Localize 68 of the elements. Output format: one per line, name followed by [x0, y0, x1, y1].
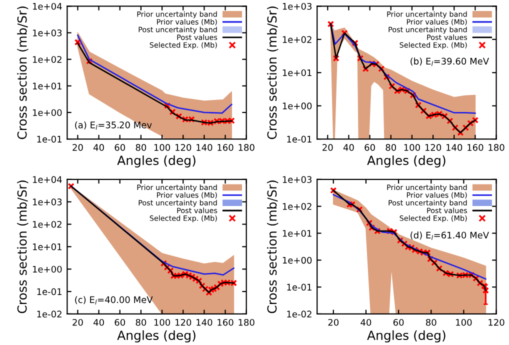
x-tick-label: 20 [322, 144, 333, 151]
y-tick-label: 1e+00 [282, 102, 312, 110]
y-tick-label: 1e-02 [37, 310, 62, 318]
y-tick-label: 1e-01 [37, 288, 62, 296]
y-tick-label: 1e+01 [282, 230, 312, 237]
x-tick-label: 160 [468, 144, 484, 151]
x-tick-label: 140 [446, 144, 462, 151]
annotation: (d) E$_{l}$=61.40 MeV [410, 232, 490, 240]
x-tick-label: 20 [328, 318, 339, 326]
x-tick-label: 80 [136, 144, 146, 151]
x-axis-title: Angles (deg) [117, 155, 196, 168]
x-tick-label: 80 [136, 318, 146, 326]
x-tick-label: 60 [393, 318, 404, 326]
x-tick-label: 100 [456, 318, 472, 326]
x-tick-label: 120 [175, 318, 192, 326]
x-tick-label: 120 [175, 144, 192, 151]
x-tick-label: 100 [154, 144, 170, 151]
y-tick-label: 1e+04 [32, 2, 62, 10]
annotation: (b) E$_{l}$=39.60 MeV [410, 58, 490, 66]
y-tick-label: 1e+03 [32, 30, 62, 36]
x-tick-label: 80 [426, 318, 436, 326]
y-tick-label: 1e+03 [282, 2, 312, 10]
x-tick-label: 80 [386, 144, 396, 151]
x-tick-label: 140 [196, 318, 212, 326]
x-axis-title: Angles (deg) [117, 330, 196, 342]
x-tick-label: 40 [94, 318, 104, 326]
x-tick-label: 60 [114, 318, 126, 326]
x-tick-label: 20 [72, 318, 83, 326]
y-tick-label: 1e+00 [32, 266, 62, 273]
y-tick-label: 1e+00 [282, 256, 312, 264]
y-tick-label: 1e-02 [287, 310, 312, 318]
x-axis-title: Angles (deg) [367, 330, 446, 342]
x-tick-label: 100 [154, 318, 170, 326]
x-tick-label: 100 [404, 144, 420, 151]
x-tick-label: 120 [425, 144, 442, 151]
y-tick-label: 1e+04 [32, 176, 62, 183]
y-tick-label: 1e+02 [282, 36, 312, 43]
x-tick-label: 60 [364, 144, 375, 151]
y-tick-label: 1e+03 [282, 176, 312, 183]
y-tick-label: 1e-01 [37, 136, 62, 143]
x-tick-label: 40 [343, 144, 354, 151]
annotation: (c) E$_{l}$=40.00 MeV [75, 296, 153, 304]
y-tick-label: 1e+01 [32, 82, 62, 90]
y-axis-title: Cross section (mb/Sr) [267, 6, 278, 140]
x-tick-label: 40 [360, 318, 372, 326]
x-axis-title: Angles (deg) [367, 155, 446, 168]
y-tick-label: 1e+02 [282, 203, 312, 210]
x-tick-label: 20 [72, 144, 83, 151]
y-tick-label: 1e+00 [32, 109, 62, 116]
y-axis-title: Cross section (mb/Sr) [267, 180, 278, 314]
x-tick-label: 180 [488, 144, 504, 151]
x-tick-label: 40 [94, 144, 104, 151]
y-tick-label: 1e+03 [32, 198, 62, 206]
y-tick-label: 1e+02 [32, 220, 62, 228]
x-tick-label: 140 [196, 144, 212, 151]
y-axis-title: Cross section (mb/Sr) [17, 180, 28, 314]
y-tick-label: 1e+02 [32, 56, 62, 63]
y-tick-label: 1e-01 [287, 136, 312, 143]
y-tick-label: 1e+01 [32, 243, 62, 250]
x-tick-label: 180 [238, 144, 254, 151]
y-tick-label: 1e-01 [287, 284, 312, 291]
x-tick-label: 60 [114, 144, 126, 151]
x-tick-label: 160 [218, 318, 234, 326]
x-tick-label: 120 [488, 318, 504, 326]
y-tick-label: 1e+01 [282, 69, 312, 76]
y-axis-title: Cross section (mb/Sr) [17, 6, 28, 140]
x-tick-label: 160 [218, 144, 234, 151]
x-tick-label: 180 [238, 318, 254, 326]
